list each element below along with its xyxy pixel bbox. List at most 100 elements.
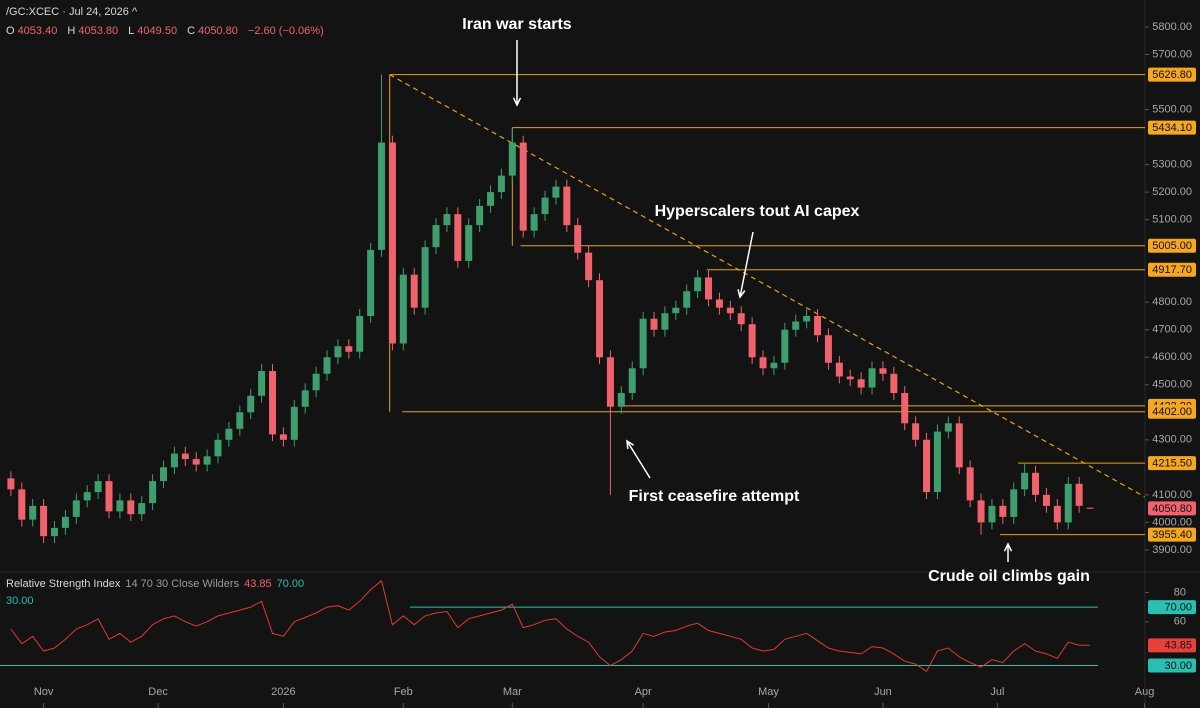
- candle-body: [781, 329, 789, 363]
- candle-body: [715, 299, 723, 308]
- candle-body: [247, 395, 255, 413]
- candle-body: [694, 277, 702, 292]
- candle-body: [269, 371, 277, 435]
- candle-body: [323, 357, 331, 374]
- candle-body: [705, 277, 713, 300]
- y-tick-label: 5800.00: [1152, 21, 1192, 33]
- x-tick-label: May: [758, 686, 779, 698]
- candle-body: [138, 503, 146, 515]
- candle-body: [258, 371, 266, 396]
- rsi-tick-label: 60: [1174, 616, 1186, 628]
- candle-body: [803, 315, 811, 322]
- candle-body: [508, 142, 516, 176]
- candle-body: [1042, 494, 1050, 506]
- y-tick-label: 4700.00: [1152, 324, 1192, 336]
- candle-body: [301, 390, 309, 407]
- y-tick-label: 5500.00: [1152, 103, 1192, 115]
- price-badge-label: 4215.50: [1152, 457, 1192, 469]
- price-badge-label: 5005.00: [1152, 240, 1192, 252]
- candle-body: [574, 225, 582, 253]
- price-badge: [1148, 456, 1196, 471]
- price-badge-label: 4402.00: [1152, 406, 1192, 418]
- y-tick-label: 5200.00: [1152, 186, 1192, 198]
- y-tick-label: 4300.00: [1152, 434, 1192, 446]
- rsi-badge-label: 30.00: [1164, 660, 1192, 672]
- arrow-head: [626, 439, 635, 450]
- candle-body: [1032, 472, 1040, 495]
- annotation: Iran war starts: [462, 16, 571, 33]
- candle-body: [890, 373, 898, 394]
- candle-body: [279, 434, 287, 440]
- price-badge: [1148, 238, 1196, 253]
- rsi-badge-label: 70.00: [1164, 602, 1192, 614]
- candle-body: [18, 489, 26, 520]
- annotation-arrow: [626, 440, 651, 479]
- candle-body: [726, 307, 734, 314]
- rsi-header: Relative Strength Index 14 70 30 Close Wi…: [6, 578, 304, 590]
- candle-body: [236, 412, 244, 429]
- candle-body: [1064, 483, 1072, 523]
- candle-body: [225, 428, 233, 440]
- rsi-last: 43.85: [244, 578, 272, 590]
- candle-body: [596, 280, 604, 358]
- candle-body: [312, 373, 320, 391]
- candle-body: [835, 362, 843, 377]
- candle-body: [541, 197, 549, 215]
- candle-body: [748, 324, 756, 358]
- candle-body: [203, 456, 211, 465]
- x-tick-label: Nov: [34, 686, 54, 698]
- candle-body: [519, 142, 527, 231]
- candle-body: [454, 214, 462, 261]
- y-tick-label: 4000.00: [1152, 516, 1192, 528]
- rsi-lower: 30.00: [6, 595, 34, 607]
- candle-body: [824, 335, 832, 363]
- trendline: [389, 74, 1145, 498]
- candle-body: [40, 505, 48, 537]
- candle-body: [487, 192, 495, 206]
- candle-body: [683, 291, 691, 308]
- rsi-settings: 14 70 30 Close Wilders: [125, 578, 240, 590]
- ohlc-value: 4049.50: [137, 25, 178, 37]
- candle-body: [792, 321, 800, 330]
- candle-body: [868, 368, 876, 388]
- candle-body: [672, 307, 680, 314]
- price-badge: [1148, 501, 1196, 516]
- symbol: /GC:XCEC · Jul 24, 2026 ^: [6, 6, 138, 18]
- candle-body: [399, 274, 407, 344]
- candle-body: [51, 527, 59, 537]
- candle-body: [170, 453, 178, 468]
- candle-body: [552, 186, 560, 198]
- candle-body: [497, 175, 505, 193]
- rsi-title: Relative Strength Index: [6, 578, 121, 590]
- candle-body: [1021, 472, 1029, 490]
- y-tick-label: 4500.00: [1152, 379, 1192, 391]
- header: /GC:XCEC · Jul 24, 2026 ^: [6, 6, 137, 18]
- y-tick-label: 4800.00: [1152, 296, 1192, 308]
- candle-body: [378, 142, 386, 250]
- price-badge: [1148, 404, 1196, 419]
- rsi-header-2: 30.00: [6, 595, 34, 607]
- candle-body: [432, 225, 440, 248]
- price-badge-label: 4050.80: [1152, 503, 1192, 515]
- candle-body: [149, 481, 157, 504]
- price-badge-label: 4917.70: [1152, 264, 1192, 276]
- annotation: Hyperscalers tout AI capex: [655, 203, 860, 220]
- candle-body: [105, 481, 113, 512]
- y-tick-label: 3900.00: [1152, 544, 1192, 556]
- arrow-head: [1003, 542, 1013, 552]
- ohlc-key: C: [187, 25, 196, 37]
- candle-body: [334, 346, 342, 358]
- rsi-line: [10, 579, 1091, 673]
- candle-body: [465, 225, 473, 261]
- candle-body: [1010, 489, 1018, 517]
- candle-body: [345, 346, 353, 352]
- y-tick-label: 4600.00: [1152, 351, 1192, 363]
- candle-body: [72, 500, 80, 517]
- candle-body: [290, 406, 298, 440]
- y-tick-label: 5700.00: [1152, 48, 1192, 60]
- candle-body: [737, 313, 745, 325]
- rsi-badge: [1148, 600, 1196, 615]
- ohlc-row: O 4053.40 H 4053.80 L 4049.50 C 4050.80 −2.6…: [6, 25, 331, 37]
- candle-body: [846, 376, 854, 380]
